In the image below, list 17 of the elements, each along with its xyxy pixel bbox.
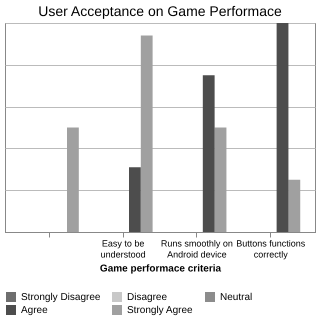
bar	[129, 167, 141, 232]
bar	[202, 75, 215, 232]
legend-label: Neutral	[220, 292, 252, 303]
bar	[214, 128, 226, 232]
chart-title: User Acceptance on Game Performace	[38, 3, 282, 19]
bar	[276, 23, 288, 232]
x-tick-label: Runs smoothly on Android device	[160, 238, 233, 260]
x-tick-label: Buttons functions correctly	[236, 238, 306, 260]
x-axis-title: Game performace criteria	[100, 264, 222, 274]
x-tick-label: Easy to be understood	[100, 238, 146, 260]
bar	[67, 128, 79, 232]
legend-label: Disagree	[127, 292, 168, 303]
legend-label: Agree	[21, 305, 48, 316]
legend-label: Strongly Agree	[127, 305, 194, 316]
bar	[140, 36, 153, 232]
bar	[288, 180, 300, 232]
legend-label: Strongly Disagree	[21, 292, 101, 303]
